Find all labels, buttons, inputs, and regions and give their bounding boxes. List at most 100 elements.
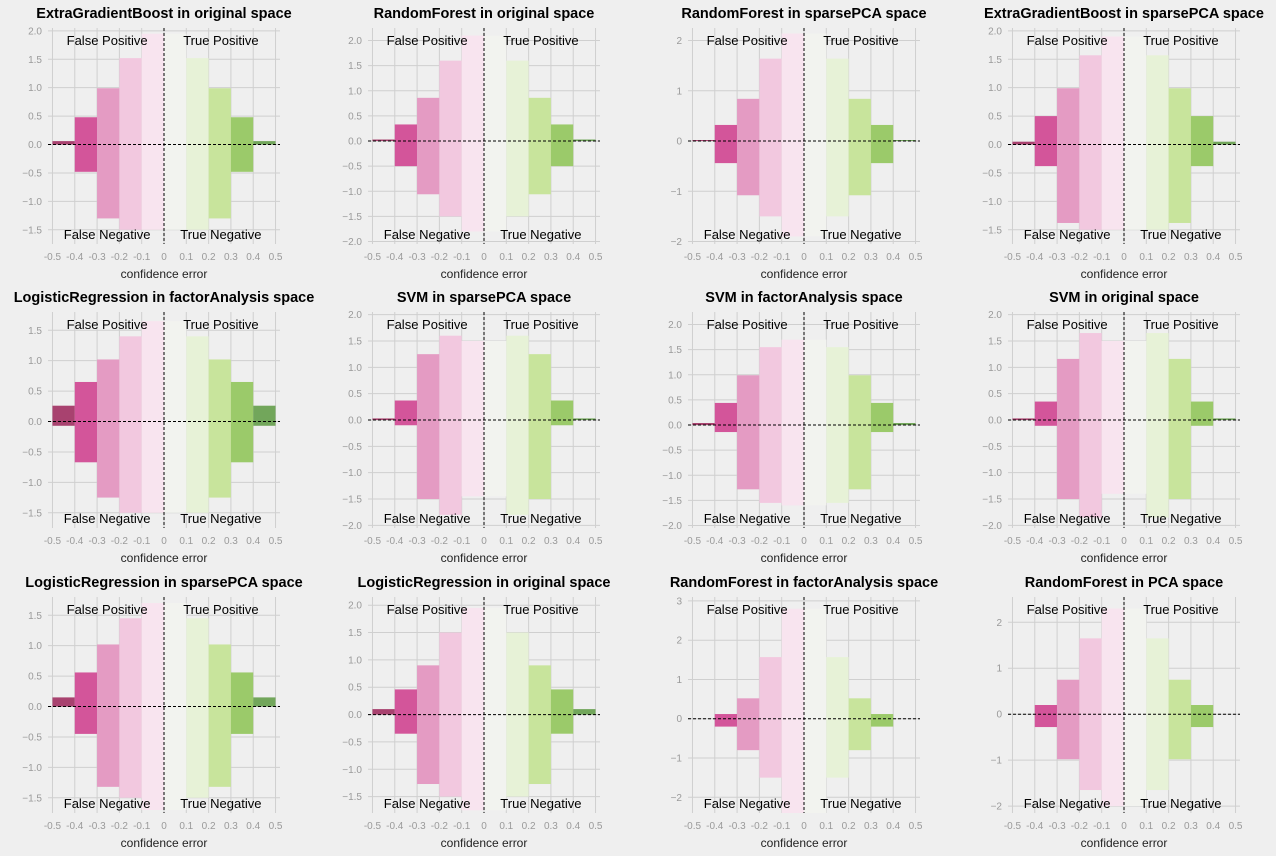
x-tick-label: -0.3 [88,536,106,547]
bar [186,336,209,513]
bar [1057,358,1080,500]
corner-label-false-negative: False Negative [1024,796,1111,811]
bar [870,402,894,433]
x-tick-label: 0.5 [1229,252,1243,263]
y-tick-label: −1.0 [662,471,682,482]
bar [417,665,440,785]
bar [1124,608,1147,807]
bar [528,354,551,500]
subplot-title: RandomForest in original space [374,6,595,22]
x-tick-label: -0.3 [728,536,746,547]
bar [253,405,276,426]
x-tick-label: -0.5 [44,252,62,263]
y-tick-label: 0.5 [668,395,682,406]
y-tick-label: 0.0 [348,416,362,427]
subplot-5: LogisticRegression in factorAnalysis spa… [14,290,315,565]
y-tick-label: 1.5 [668,345,682,356]
bar [484,607,507,811]
x-tick-label: -0.2 [431,252,449,263]
x-tick-label: 0.2 [522,821,536,832]
x-tick-label: -0.2 [431,536,449,547]
x-tick-label: -0.1 [453,252,471,263]
x-tick-label: 0 [161,252,167,263]
x-tick-label: -0.4 [386,536,404,547]
x-tick-label: -0.1 [773,536,791,547]
y-tick-label: −0.5 [342,162,362,173]
bar [506,335,529,515]
bar [52,697,75,707]
subplot-title: SVM in sparsePCA space [397,290,571,306]
subplot-3: RandomForest in sparsePCA space-0.5 -0.4-… [671,6,927,281]
subplot-title: LogisticRegression in original space [357,575,610,591]
bar [230,381,254,463]
bar [141,321,164,513]
x-tick-label: 0.4 [1206,252,1220,263]
bar [1146,638,1169,791]
corner-label-true-negative: True Negative [820,227,901,242]
bar [119,58,142,230]
bar [253,141,276,145]
x-tick-label: 0 [801,821,807,832]
subplot-title: SVM in factorAnalysis space [705,290,902,306]
y-tick-label: −0.5 [982,442,1002,453]
corner-label-true-negative: True Negative [180,511,261,526]
y-tick-label: −1.0 [22,478,42,489]
bar [417,354,440,500]
x-tick-label: 0 [481,536,487,547]
y-tick-label: −0.5 [342,442,362,453]
y-tick-label: −1 [671,187,683,198]
y-tick-label: 1.5 [348,61,362,72]
y-tick-label: 2 [996,618,1002,629]
corner-label-true-positive: True Positive [503,33,578,48]
subplot-8: SVM in original space -0.5 -0.4 -0.3 -0.2 -0.… [982,290,1243,565]
corner-label-true-positive: True Positive [503,602,578,617]
bar [1190,705,1214,728]
y-tick-label: 2.0 [348,36,362,47]
y-tick-label: −0.5 [982,168,1002,179]
bar [141,33,164,230]
bar [119,618,142,798]
x-tick-label: -0.2 [751,821,769,832]
y-tick-label: −1.5 [662,496,682,507]
x-tick-label: -0.1 [1093,821,1111,832]
y-tick-label: −1.0 [342,765,362,776]
y-tick-label: −0.5 [662,446,682,457]
y-tick-label: 0.5 [28,387,42,398]
x-tick-label: 0.3 [544,821,558,832]
subplot-1: ExtraGradientBoost in original space -0.5… [22,6,291,281]
bar [461,35,484,232]
y-tick-label: −1.0 [342,468,362,479]
y-tick-label: −1.5 [342,212,362,223]
bar [528,665,551,785]
corner-label-false-positive: False Positive [387,317,468,332]
x-tick-label: 0.1 [179,536,193,547]
x-tick-label: 0.3 [224,821,238,832]
subplot-10: LogisticRegression in original space -0.5… [342,575,610,850]
bar [848,375,871,490]
x-tick-label: 0.3 [224,536,238,547]
x-tick-label: 0.5 [589,536,603,547]
corner-label-true-positive: True Positive [183,602,258,617]
x-tick-label: -0.3 [728,252,746,263]
subplot-title: LogisticRegression in sparsePCA space [25,575,302,591]
x-tick-label: -0.2 [111,252,129,263]
x-tick-label: -0.1 [133,536,151,547]
subplot-title: RandomForest in factorAnalysis space [670,575,938,591]
bar [164,33,187,230]
corner-label-false-negative: False Negative [384,511,471,526]
x-tick-label: 0.5 [1229,536,1243,547]
x-tick-label: 0.1 [499,536,513,547]
subplot-7: SVM in factorAnalysis space-0.5 -0.4 -0.3-… [662,290,923,565]
x-tick-label: 0 [801,536,807,547]
corner-label-false-positive: False Positive [707,602,788,617]
x-tick-label: -0.5 [44,536,62,547]
corner-label-true-positive: True Positive [1143,602,1218,617]
x-tick-label: 0.3 [224,252,238,263]
bar [506,60,529,217]
x-tick-label: 0.2 [522,536,536,547]
x-tick-label: -0.5 [1004,536,1022,547]
bar [781,608,804,813]
x-tick-label: 0 [1121,252,1127,263]
bar [394,689,418,734]
y-tick-label: 1.5 [28,326,42,337]
